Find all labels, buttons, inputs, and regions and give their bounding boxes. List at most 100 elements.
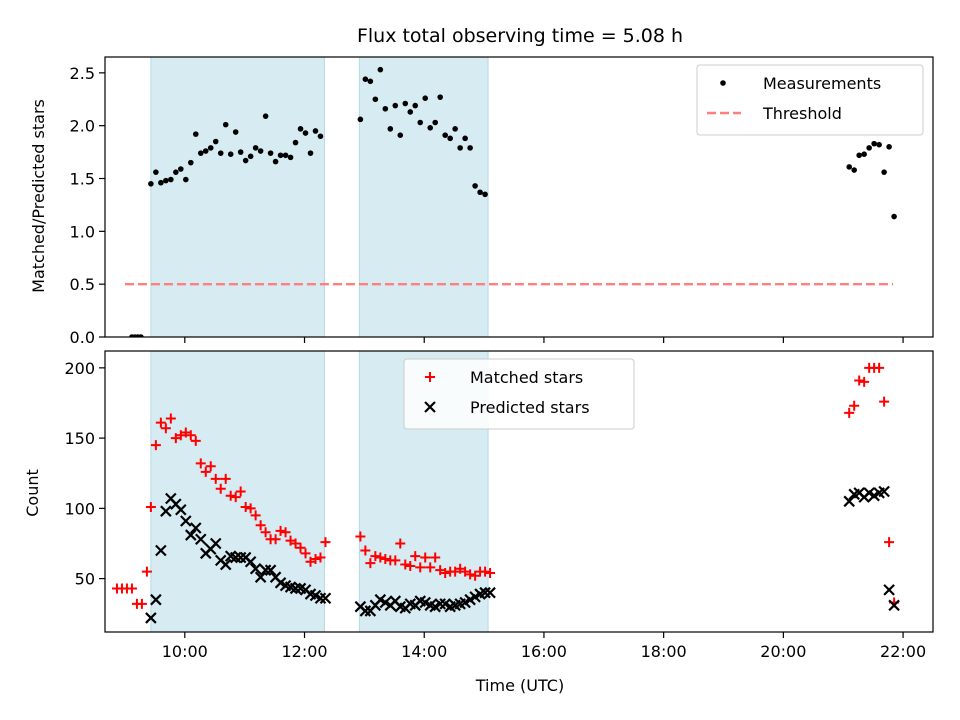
legend: Matched stars Predicted stars <box>403 358 635 430</box>
measurement-point <box>397 132 404 138</box>
measurement-point <box>287 154 294 161</box>
measurement-point <box>422 95 429 102</box>
measurement-point <box>292 139 299 146</box>
shaded-interval-1 <box>150 57 325 337</box>
measurement-point <box>886 144 892 150</box>
measurement-point <box>262 113 269 119</box>
measurement-point <box>457 145 463 151</box>
measurement-point <box>412 102 419 109</box>
axes-frame <box>104 350 934 633</box>
matched-stars-point <box>220 473 231 484</box>
y-tick-label: 1.0 <box>70 222 95 241</box>
measurement-point <box>252 145 259 151</box>
measurement-point <box>407 109 414 115</box>
measurement-point <box>202 148 209 154</box>
measurement-point <box>247 153 254 160</box>
y-tick-label: 50 <box>75 570 95 589</box>
y-tick-label: 0.5 <box>70 275 95 294</box>
predicted-stars-point <box>194 533 207 546</box>
predicted-stars-point <box>259 564 272 576</box>
matched-stars-point <box>859 376 870 387</box>
predicted-stars-point <box>234 551 247 564</box>
matched-stars-point <box>360 545 371 556</box>
predicted-stars-point <box>244 555 257 568</box>
matched-stars-point <box>245 503 256 514</box>
predicted-stars-point <box>878 485 890 498</box>
measurement-point <box>427 124 434 131</box>
measurement-point <box>282 152 289 159</box>
x-tick-label: 22:00 <box>880 642 926 661</box>
measurement-point <box>277 152 284 159</box>
x-tick-label: 20:00 <box>760 642 806 661</box>
matched-stars-point <box>160 423 171 434</box>
measurement-point <box>227 151 234 158</box>
legend-label: Predicted stars <box>470 398 590 417</box>
measurement-point <box>153 169 159 175</box>
measurement-point <box>891 213 897 220</box>
matched-stars-point <box>155 417 166 428</box>
matched-stars-point <box>295 542 306 553</box>
measurement-point <box>178 166 184 172</box>
measurement-point <box>472 183 478 189</box>
matched-stars-point <box>210 473 221 484</box>
matched-stars-point <box>205 461 216 472</box>
legend: Measurements Threshold <box>696 64 924 136</box>
matched-stars-point <box>375 552 386 563</box>
measurement-point <box>257 148 264 154</box>
predicted-stars-point <box>180 515 192 527</box>
matched-stars-point <box>310 553 321 564</box>
matched-stars-point <box>425 562 436 573</box>
predicted-stars-point <box>150 593 162 606</box>
measurement-point <box>212 138 219 145</box>
measurement-point <box>846 164 853 170</box>
matched-stars-point <box>365 558 376 569</box>
legend-swatch <box>720 80 726 86</box>
legend-swatch <box>424 401 436 413</box>
matched-stars-point <box>355 531 366 542</box>
measurement-point <box>417 119 424 126</box>
predicted-stars-point <box>190 522 202 534</box>
axes-frame <box>104 56 934 338</box>
matched-stars-point <box>126 583 137 594</box>
x-tick-label: 12:00 <box>281 642 327 661</box>
y-tick-label: 2.0 <box>70 117 95 136</box>
matched-stars-point <box>230 492 241 503</box>
matched-stars-point <box>235 486 246 497</box>
matched-stars-point <box>280 527 291 538</box>
matched-stars-point <box>405 560 416 571</box>
matched-stars-point <box>395 538 406 549</box>
legend-label: Matched stars <box>470 368 583 387</box>
x-tick-label: 18:00 <box>641 642 687 661</box>
matched-stars-point <box>275 525 286 536</box>
matched-stars-point <box>849 400 860 411</box>
shaded-interval-2 <box>358 57 489 337</box>
predicted-stars-point <box>219 558 232 571</box>
matched-stars-point <box>185 430 196 441</box>
predicted-stars-point <box>229 551 242 564</box>
matched-stars-point <box>874 362 885 373</box>
predicted-stars-point <box>319 592 332 605</box>
predicted-stars-point <box>209 537 222 550</box>
matched-stars-point <box>390 555 401 566</box>
matched-stars-point <box>854 375 865 386</box>
predicted-stars-point <box>484 586 496 599</box>
matched-stars-point <box>430 552 441 563</box>
measurement-point <box>237 149 244 155</box>
measurement-point <box>382 105 389 112</box>
measurement-point <box>871 140 877 147</box>
predicted-stars-point <box>314 592 327 605</box>
predicted-stars-point <box>254 571 267 583</box>
matched-stars-point <box>165 413 176 424</box>
predicted-stars-point <box>359 605 372 617</box>
predicted-stars-point <box>888 599 900 612</box>
matched-stars-point <box>195 458 206 469</box>
predicted-stars-point <box>160 505 172 517</box>
matched-stars-point <box>250 510 261 521</box>
matched-stars-point <box>190 435 201 446</box>
matched-stars-point <box>380 553 391 564</box>
y-tick-label: 200 <box>64 359 95 378</box>
measurement-point <box>168 176 174 183</box>
measurement-point <box>866 145 872 151</box>
measurement-point <box>317 133 324 140</box>
measurement-point <box>187 159 194 166</box>
